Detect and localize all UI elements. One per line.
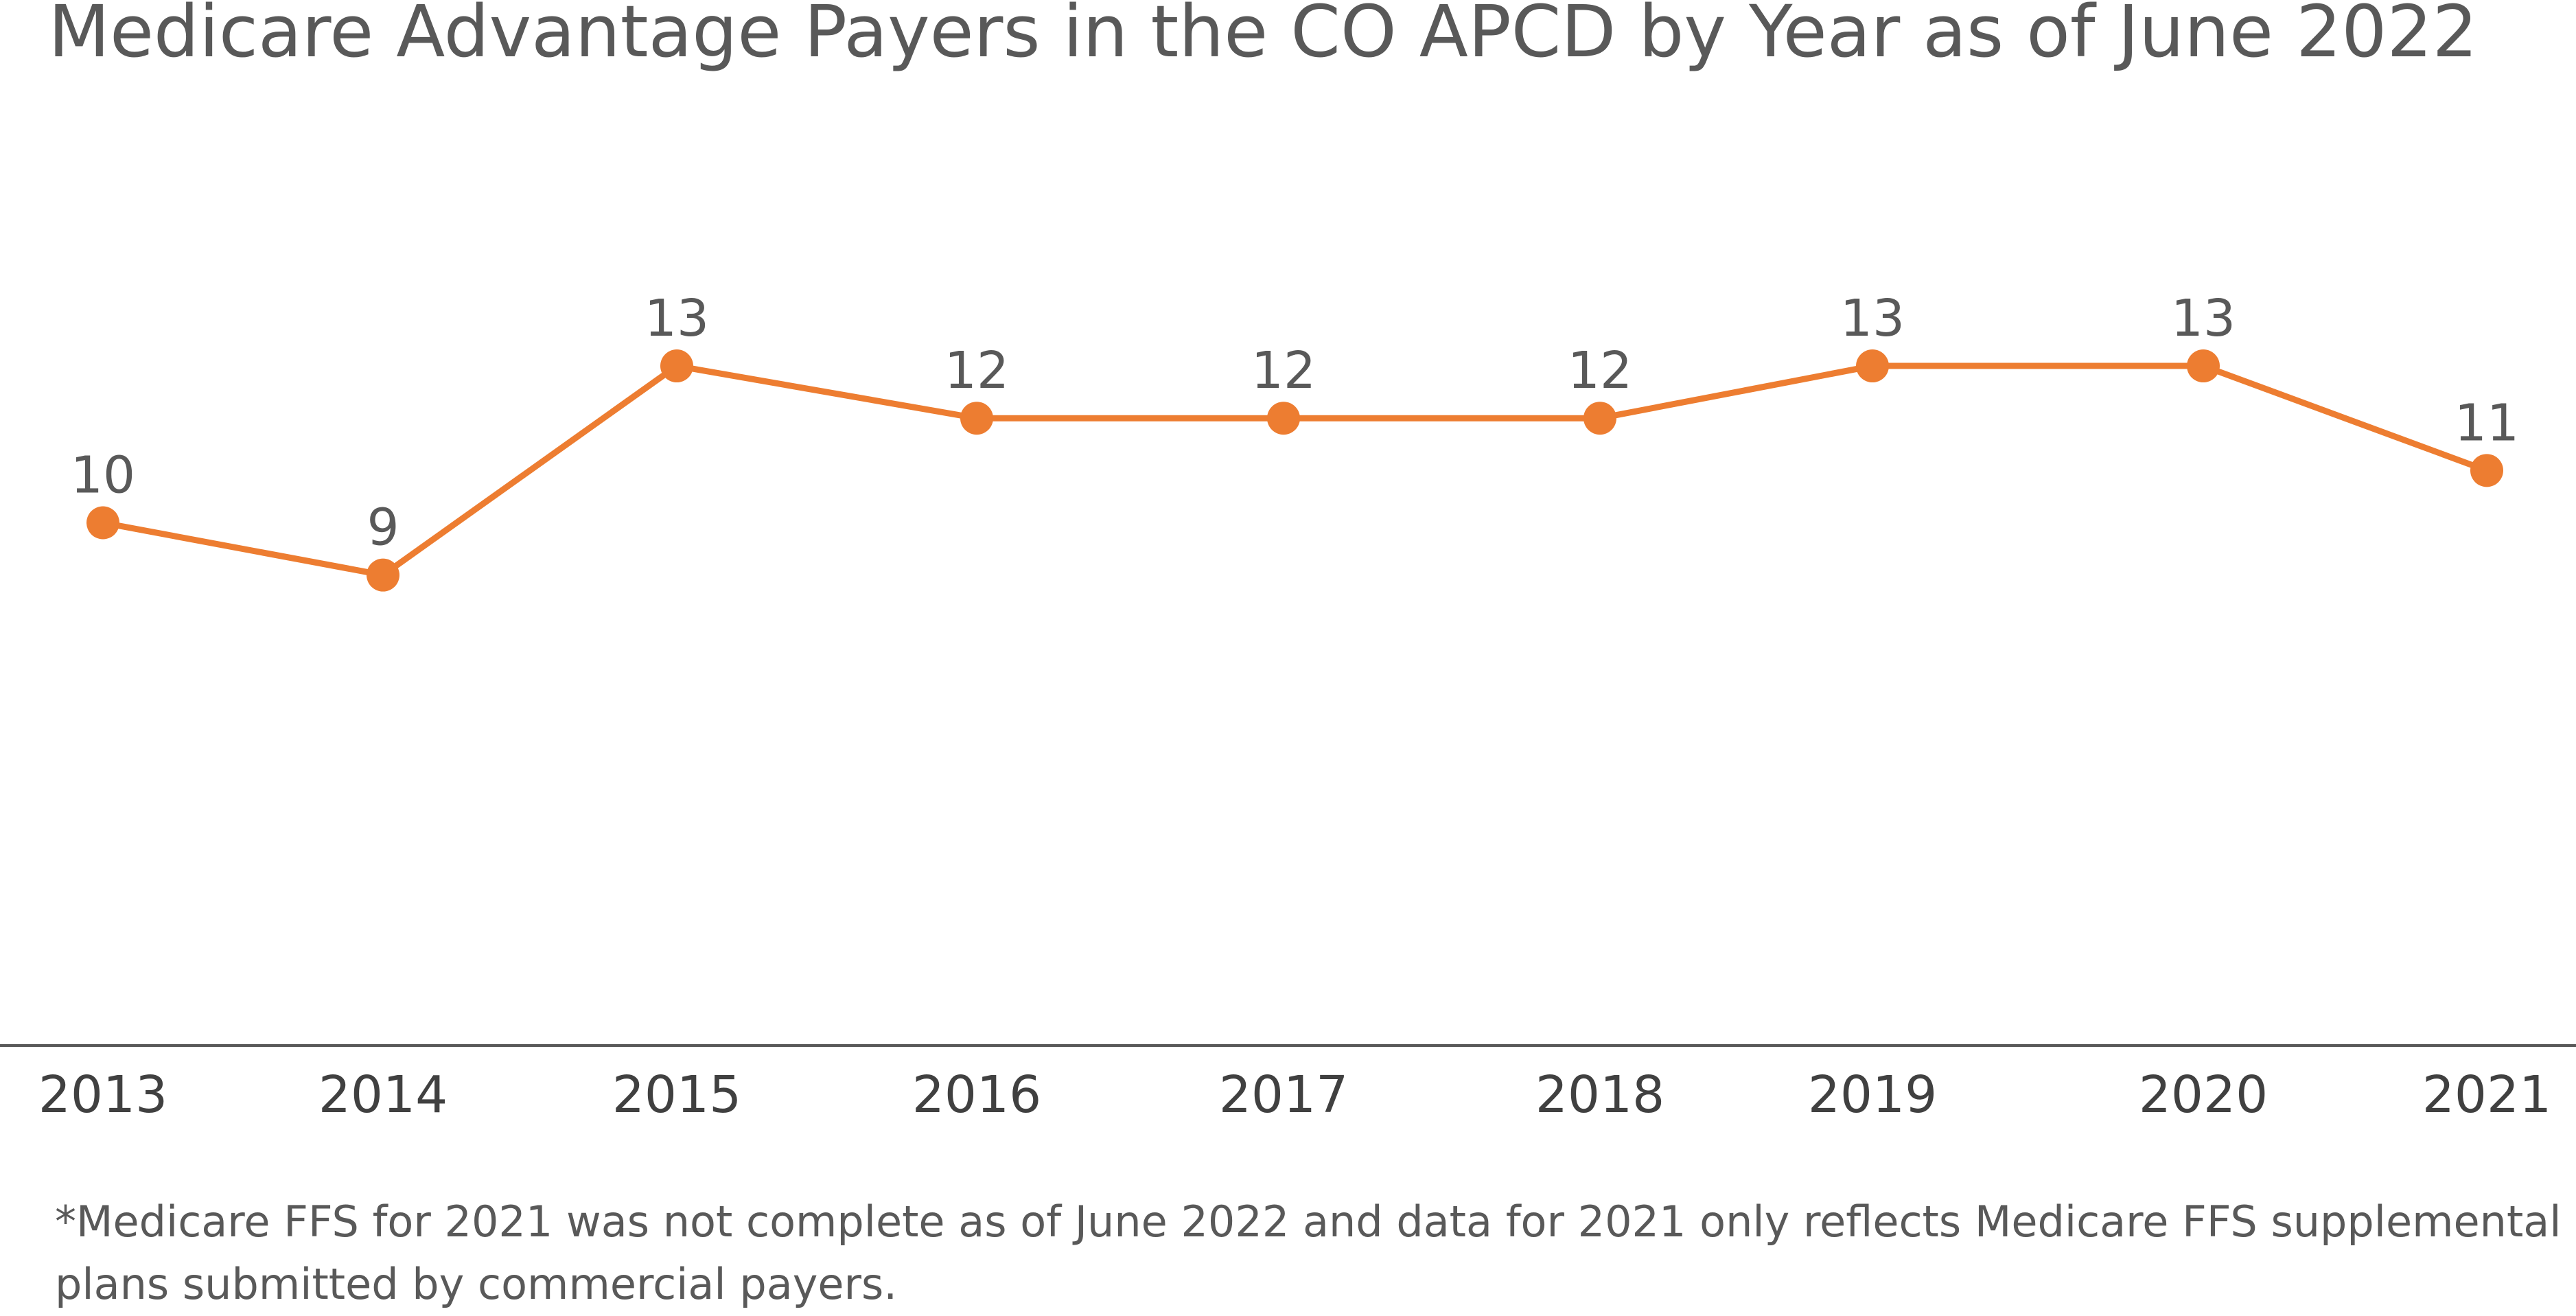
x-tick-2019: 2019	[1808, 1065, 1937, 1124]
x-tick-2021: 2021	[2422, 1065, 2551, 1124]
series-layer: 10 9 13 12 12 12 13 13 11	[71, 289, 2519, 592]
data-point-2019	[1856, 349, 1889, 383]
x-tick-2015: 2015	[612, 1065, 741, 1124]
data-point-2016	[960, 402, 993, 435]
data-point-2018	[1583, 402, 1616, 435]
x-tick-2018: 2018	[1535, 1065, 1664, 1124]
data-point-2021	[2470, 454, 2503, 487]
data-label-2014: 9	[367, 498, 399, 557]
data-label-2018: 12	[1568, 341, 1632, 400]
data-label-2019: 13	[1840, 289, 1905, 348]
data-point-2013	[86, 506, 119, 540]
footnote-line-2: plans submitted by commercial payers.	[55, 1259, 897, 1309]
data-label-2020: 13	[2171, 289, 2236, 348]
data-label-2017: 12	[1251, 341, 1316, 400]
data-point-2015	[660, 349, 693, 383]
chart-title: Medicare Advantage Payers in the CO APCD…	[48, 0, 2478, 73]
x-tick-2017: 2017	[1219, 1065, 1348, 1124]
data-point-2017	[1267, 402, 1300, 435]
data-point-2020	[2187, 349, 2220, 383]
data-label-2021: 11	[2455, 393, 2519, 452]
data-label-2013: 10	[71, 446, 135, 505]
x-tick-layer: 2013 2014 2015 2016 2017 2018 2019 2020 2021	[38, 1065, 2551, 1124]
x-tick-2016: 2016	[912, 1065, 1041, 1124]
data-point-2014	[367, 558, 399, 592]
footnote-line-1: *Medicare FFS for 2021 was not complete …	[55, 1197, 2562, 1247]
x-tick-2014: 2014	[318, 1065, 448, 1124]
x-tick-2020: 2020	[2139, 1065, 2268, 1124]
data-label-2015: 13	[645, 289, 709, 348]
x-tick-2013: 2013	[38, 1065, 167, 1124]
data-label-2016: 12	[944, 341, 1009, 400]
